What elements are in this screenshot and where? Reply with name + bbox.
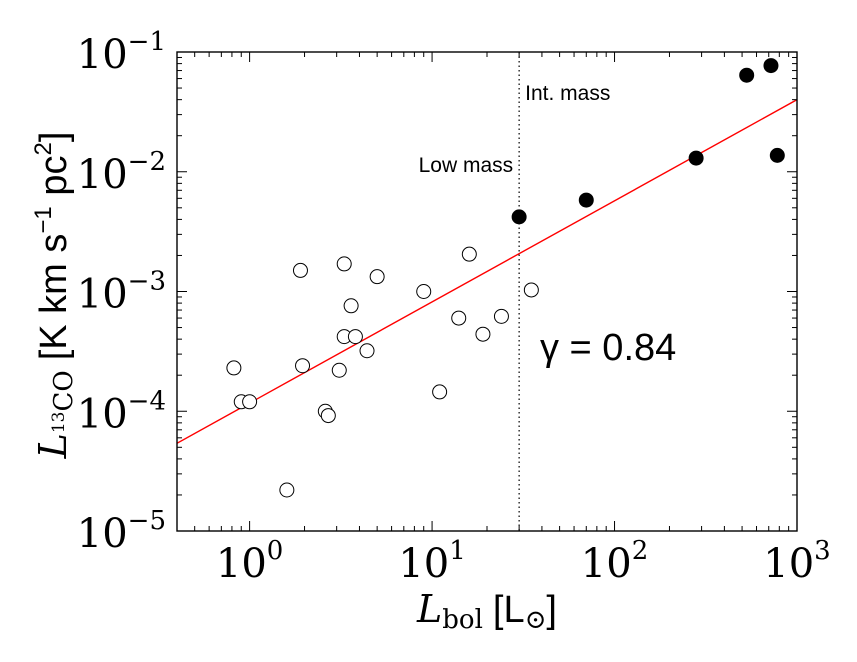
data-point-open (369, 269, 385, 285)
data-point-open (461, 246, 477, 262)
data-point-open (279, 482, 295, 498)
data-point-open (331, 362, 347, 378)
data-point-open (336, 256, 352, 272)
data-point-open (347, 329, 363, 345)
data-point-filled (511, 209, 527, 225)
data-point-open (359, 343, 375, 359)
data-point-open (320, 408, 336, 424)
x-tick-label: 101 (398, 536, 465, 587)
data-point-open (292, 262, 308, 278)
y-tick-label: 10−4 (77, 386, 166, 437)
data-point-open (416, 284, 432, 299)
data-point-open (343, 298, 359, 314)
ticks-layer: 100 101 102 103 10−5 10−4 10−3 10−2 10−1 (77, 27, 831, 587)
data-point-filled (688, 150, 704, 166)
data-point-open (295, 358, 311, 374)
fit-line (177, 99, 797, 444)
int-mass-label: Int. mass (525, 82, 610, 105)
data-point-filled (578, 192, 594, 208)
data-point-open (475, 326, 491, 342)
data-point-filled (769, 147, 785, 163)
x-tick-label: 103 (763, 536, 830, 587)
x-tick-label: 100 (216, 536, 283, 587)
plot-frame (176, 51, 798, 532)
y-tick-label: 10−2 (77, 147, 166, 198)
data-point-open (493, 308, 509, 324)
y-tick-label: 10−1 (77, 27, 166, 78)
data-point-open (226, 360, 242, 376)
data-point-open (242, 394, 258, 410)
data-point-open (432, 384, 448, 400)
gamma-label: γ = 0.84 (540, 327, 676, 369)
points-layer (226, 58, 785, 498)
data-point-open (451, 310, 467, 326)
y-axis-label: L13CO[K km s−1 pc2] (30, 132, 79, 460)
y-tick-label: 10−5 (77, 506, 166, 557)
low-mass-label: Low mass (419, 154, 514, 177)
data-point-filled (763, 58, 779, 74)
fit-layer (177, 99, 797, 444)
y-tick-label: 10−3 (77, 267, 166, 318)
data-point-open (523, 282, 539, 298)
data-point-filled (739, 67, 755, 83)
x-axis-label: Lbol [L⊙] (416, 587, 557, 635)
x-tick-label: 102 (581, 536, 648, 587)
